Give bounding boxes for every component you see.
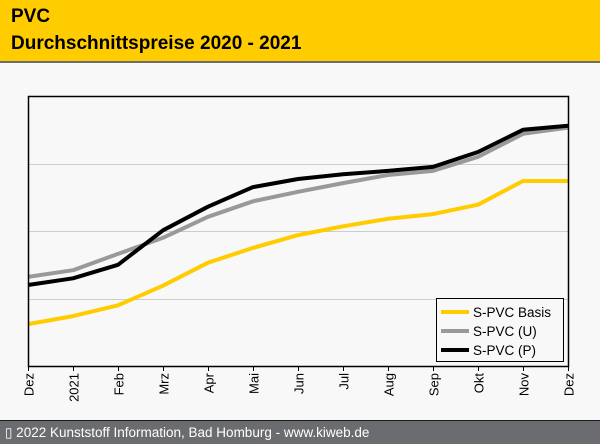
gridlines: [28, 164, 568, 300]
x-tick-label: Nov: [517, 373, 532, 397]
x-tick-label: 2021: [67, 373, 82, 402]
x-tick-label: Apr: [202, 372, 217, 393]
chart-title: PVC: [11, 6, 51, 27]
x-tick-label: Feb: [112, 373, 127, 395]
x-tick-label: Jul: [337, 373, 352, 390]
x-axis: Dez 2021 Feb Mrz Apr Mai Jun Jul Aug Sep Okt Nov Dez: [22, 366, 577, 402]
legend-label: S-PVC (U): [473, 324, 537, 339]
series-line-1: [27, 125, 569, 279]
x-tick-label: Mrz: [157, 373, 172, 395]
x-tick-label: Mai: [247, 373, 262, 394]
legend-label: S-PVC Basis: [473, 305, 551, 320]
x-tick-label: Jun: [292, 373, 307, 394]
x-tick-label: Dez: [562, 373, 577, 396]
x-tick-label: Okt: [472, 373, 487, 394]
line-chart: Dez 2021 Feb Mrz Apr Mai Jun Jul Aug Sep Okt Nov Dez…: [22, 95, 577, 402]
legend-label: S-PVC (P): [473, 343, 536, 358]
chart-area: Dez 2021 Feb Mrz Apr Mai Jun Jul Aug Sep Okt Nov Dez…: [0, 63, 600, 420]
series-line-0: [27, 179, 568, 327]
series-line-2: [27, 123, 569, 287]
x-tick-label: Dez: [22, 373, 37, 396]
chart-subtitle: Durchschnittspreise 2020 - 2021: [11, 33, 302, 54]
legend: S-PVC Basis S-PVC (U) S-PVC (P): [436, 298, 564, 362]
chart-header: PVC Durchschnittspreise 2020 - 2021: [0, 0, 600, 63]
footer: ▯ 2022 Kunststoff Information, Bad Hombu…: [0, 420, 600, 444]
x-tick-label: Sep: [427, 373, 442, 396]
x-tick-label: Aug: [382, 373, 397, 396]
series-lines: [27, 123, 569, 327]
copyright-text: ▯ 2022 Kunststoff Information, Bad Hombu…: [5, 425, 370, 440]
